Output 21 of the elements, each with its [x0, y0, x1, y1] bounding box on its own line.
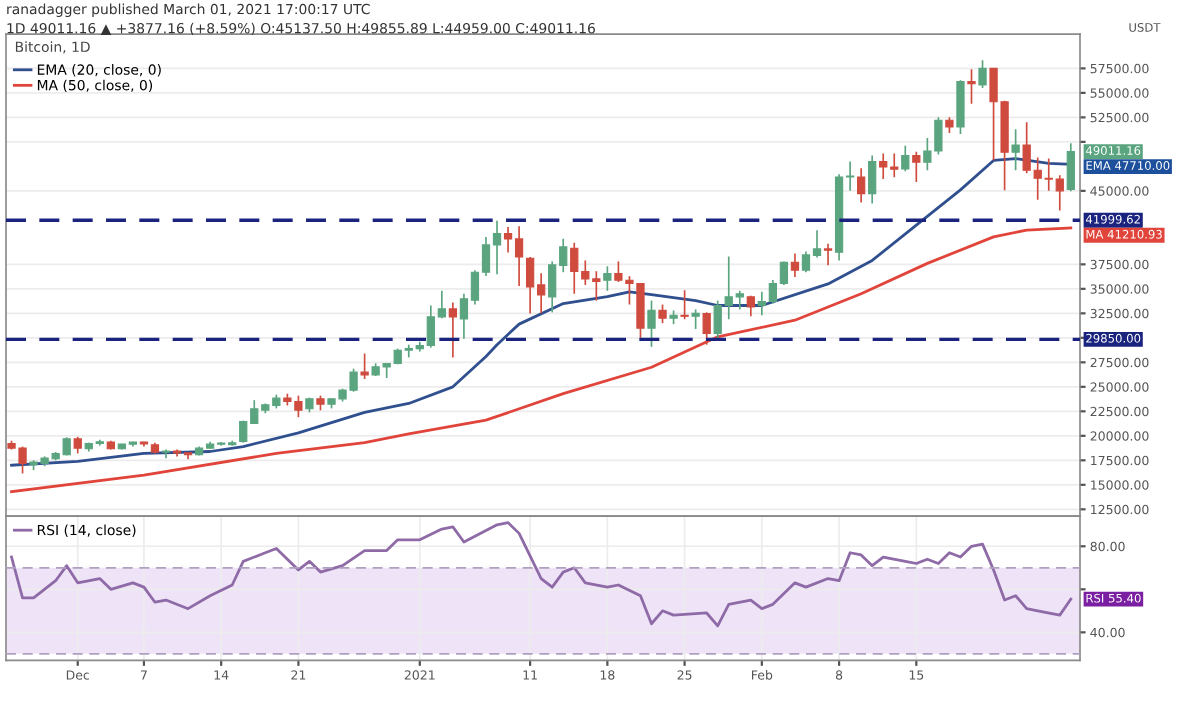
candlestick [647, 299, 656, 348]
candlestick [658, 303, 667, 324]
candlestick [1011, 128, 1020, 172]
candlestick [967, 68, 976, 105]
candlestick [1066, 142, 1075, 193]
candlestick [603, 265, 612, 292]
candlestick [790, 252, 800, 278]
candlestick [956, 79, 965, 135]
candlestick [978, 59, 987, 89]
candlestick [360, 352, 369, 380]
candlestick [868, 154, 877, 205]
candlestick [912, 150, 921, 183]
candlestick [691, 308, 700, 330]
line-series [10, 521, 1073, 628]
candlestick [857, 167, 866, 204]
candlestick [680, 289, 689, 321]
candlestick [823, 242, 833, 267]
candlestick [448, 301, 458, 359]
line-series [10, 226, 1073, 494]
candlestick [901, 144, 910, 173]
candlestick [702, 311, 711, 346]
